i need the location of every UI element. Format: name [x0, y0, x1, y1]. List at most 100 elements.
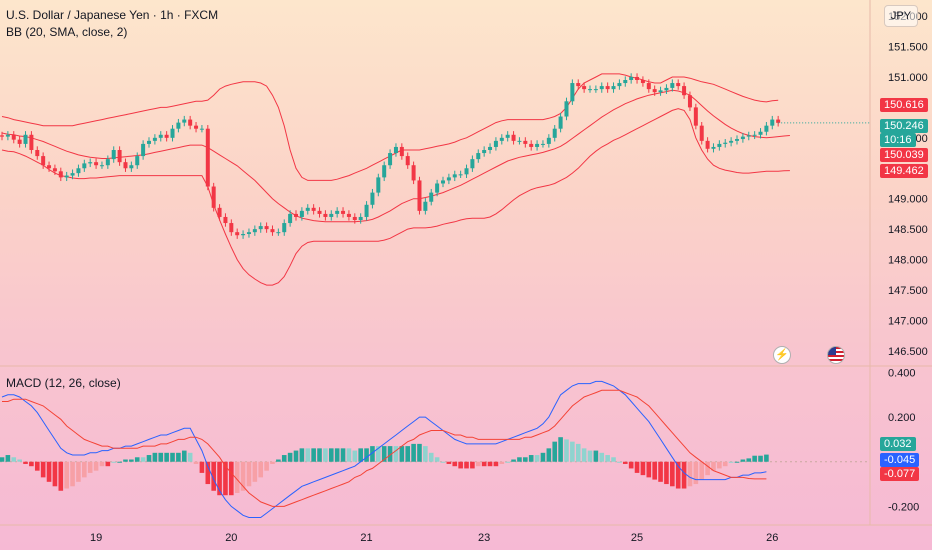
- candle: [270, 225, 275, 236]
- symbol-title[interactable]: U.S. Dollar / Japanese Yen · 1h · FXCM: [6, 8, 219, 22]
- macd-indicator-label[interactable]: MACD (12, 26, close): [6, 376, 121, 390]
- candle-body: [388, 153, 393, 166]
- candle-body: [699, 125, 704, 141]
- macd-histogram-bar: [558, 437, 563, 462]
- macd-histogram-bar: [517, 457, 522, 462]
- candle-body: [670, 83, 675, 88]
- candle-body: [335, 210, 340, 214]
- candle-body: [752, 134, 757, 136]
- macd-histogram-bar: [176, 452, 181, 462]
- candle: [593, 85, 598, 93]
- candle-body: [370, 192, 375, 205]
- candle-body: [399, 146, 404, 157]
- candle-body: [511, 134, 516, 141]
- macd-histogram-bar: [40, 461, 46, 478]
- candle-body: [64, 175, 69, 178]
- price-axis-label: 147.000: [888, 315, 928, 327]
- candle-body: [611, 86, 616, 90]
- macd-histogram-bar: [628, 461, 634, 469]
- lightning-icon[interactable]: ⚡: [773, 346, 791, 364]
- macd-histogram-bar: [405, 446, 411, 462]
- macd-histogram-bar: [534, 455, 540, 462]
- candle: [364, 201, 369, 221]
- macd-histogram-bar: [446, 461, 452, 464]
- macd-histogram-bar: [493, 461, 499, 467]
- macd-histogram-bar: [158, 452, 164, 462]
- candle-body: [564, 101, 569, 117]
- candle-body: [488, 146, 493, 150]
- candle-body: [346, 213, 351, 217]
- candle: [729, 137, 734, 147]
- candle: [88, 158, 93, 168]
- candle-body: [617, 83, 622, 87]
- candle: [470, 155, 475, 172]
- macd-histogram-bar: [181, 450, 187, 462]
- candle-body: [546, 137, 551, 144]
- us-flag-icon[interactable]: [827, 346, 845, 364]
- candle-body: [682, 86, 687, 96]
- macd-histogram-bar: [5, 455, 11, 462]
- candle-body: [182, 119, 187, 123]
- candle: [570, 79, 575, 105]
- macd-histogram-bar: [764, 454, 769, 462]
- macd-histogram-bar: [711, 461, 716, 471]
- candle-body: [94, 162, 99, 166]
- candle: [82, 159, 87, 172]
- candle: [76, 164, 81, 177]
- candle: [105, 155, 110, 169]
- macd-histogram: [0, 437, 769, 496]
- candle-body: [246, 232, 251, 234]
- macd-axis-label: -0.200: [888, 501, 919, 513]
- candle: [758, 128, 763, 139]
- candle-body: [217, 207, 222, 217]
- candle-body: [11, 134, 16, 140]
- macd-histogram-bar: [105, 461, 111, 467]
- candle: [317, 207, 322, 218]
- candle-body: [558, 116, 563, 129]
- candle: [299, 207, 304, 221]
- candle-body: [570, 83, 575, 102]
- candle: [264, 222, 269, 233]
- candle: [182, 115, 187, 127]
- price-axis-label: 151.000: [888, 72, 928, 84]
- candle: [764, 122, 769, 136]
- candle: [411, 161, 416, 185]
- macd-histogram-bar: [29, 461, 34, 467]
- macd-histogram-bar: [411, 443, 416, 462]
- candle: [776, 115, 781, 127]
- candle: [370, 188, 375, 209]
- macd-histogram-bar: [87, 461, 93, 473]
- macd-histogram-bar: [752, 455, 757, 462]
- bb-lower-band: [1, 108, 790, 286]
- candle-body: [329, 213, 334, 217]
- macd-histogram-bar: [82, 461, 87, 478]
- candle-body: [299, 210, 304, 217]
- macd-histogram-bar: [417, 443, 422, 462]
- bb-indicator-label[interactable]: BB (20, SMA, close, 2): [6, 25, 128, 39]
- candle-body: [599, 86, 604, 90]
- candle-body: [35, 150, 40, 157]
- candle: [152, 134, 157, 145]
- macd-histogram-bar: [487, 461, 493, 467]
- candle-body: [99, 165, 104, 167]
- candle-body: [282, 223, 287, 233]
- candle-body: [229, 223, 234, 233]
- candle-body: [82, 163, 87, 169]
- macd-histogram-bar: [728, 461, 734, 463]
- macd-histogram-bar: [258, 461, 264, 478]
- macd-histogram-bar: [340, 448, 346, 462]
- macd-histogram-bar: [511, 459, 516, 462]
- candle-body: [640, 80, 645, 84]
- candle: [217, 204, 222, 221]
- candle: [682, 82, 687, 99]
- candle-body: [123, 162, 128, 169]
- candle: [341, 207, 346, 218]
- currency-button[interactable]: JPY: [884, 5, 918, 27]
- macd-histogram-bar: [370, 446, 375, 462]
- candle-body: [505, 134, 510, 138]
- macd-histogram-bar: [317, 448, 322, 462]
- candle: [493, 137, 498, 151]
- macd-histogram-bar: [193, 461, 199, 464]
- candle-body: [623, 80, 628, 84]
